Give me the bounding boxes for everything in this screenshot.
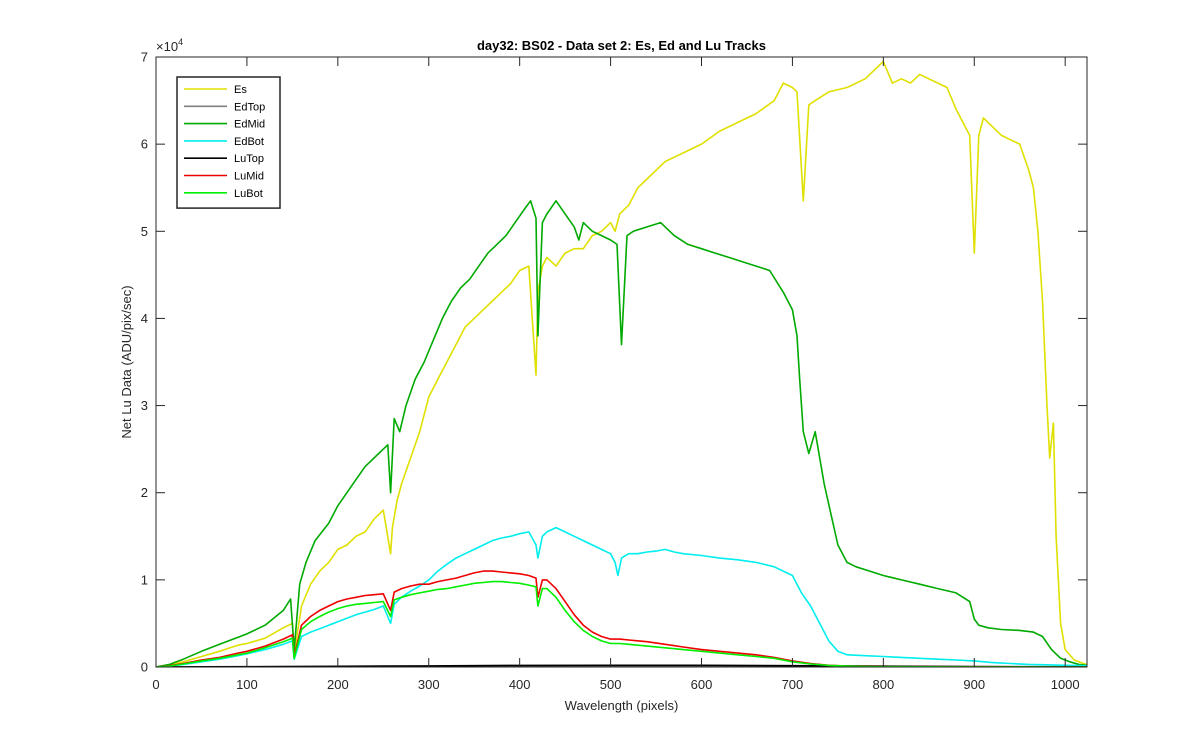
legend-label-edmid: EdMid <box>234 119 265 131</box>
x-tick-label: 800 <box>872 677 894 692</box>
x-tick-label: 0 <box>152 677 159 692</box>
legend-label-lumid: LuMid <box>234 171 264 183</box>
x-tick-label: 300 <box>418 677 440 692</box>
x-tick-label: 500 <box>600 677 622 692</box>
x-axis-ticks: 0 100 200 300 400 500 600 700 800 900 1000 <box>152 57 1080 692</box>
legend-label-edbot: EdBot <box>234 136 264 148</box>
y-axis-label: Net Lu Data (ADU/pix/sec) <box>119 285 134 438</box>
x-tick-label: 100 <box>236 677 258 692</box>
y-tick-label: 6 <box>141 137 148 152</box>
series-line-edbot <box>156 526 1087 667</box>
chart-title: day32: BS02 - Data set 2: Es, Ed and Lu … <box>477 38 766 53</box>
x-axis-label: Wavelength (pixels) <box>565 698 679 713</box>
legend-label-lubot: LuBot <box>234 188 263 200</box>
legend-label-lutop: LuTop <box>234 153 264 165</box>
plot-area <box>156 57 1087 667</box>
legend-label-es: Es <box>234 84 247 96</box>
series-line-lumid <box>156 570 1087 667</box>
y-tick-label: 4 <box>141 311 148 326</box>
y-axis-exponent: ×104 <box>156 37 183 54</box>
x-tick-label: 400 <box>509 677 531 692</box>
x-tick-label: 700 <box>782 677 804 692</box>
x-tick-label: 200 <box>327 677 349 692</box>
y-tick-label: 0 <box>141 660 148 675</box>
legend-box <box>176 76 281 209</box>
y-tick-label: 1 <box>141 572 148 587</box>
y-tick-label: 2 <box>141 485 148 500</box>
y-exponent-base: ×10 <box>156 39 178 54</box>
y-tick-label: 5 <box>141 224 148 239</box>
series-line-lubot <box>156 580 1087 667</box>
legend-label-edtop: EdTop <box>234 101 265 113</box>
plot-frame <box>155 56 1088 668</box>
y-exponent-power: 4 <box>178 37 183 47</box>
x-tick-label: 600 <box>691 677 713 692</box>
y-tick-label: 3 <box>141 398 148 413</box>
series-line-es <box>156 60 1087 667</box>
y-axis-ticks: 0 1 2 3 4 5 6 7 <box>141 50 1087 675</box>
x-tick-label: 900 <box>963 677 985 692</box>
x-tick-label: 1000 <box>1051 677 1080 692</box>
legend: Es EdTop EdMid EdBot LuTop LuMid LuBot <box>176 76 281 209</box>
y-tick-label: 7 <box>141 50 148 65</box>
series-line-edmid <box>156 200 1087 667</box>
